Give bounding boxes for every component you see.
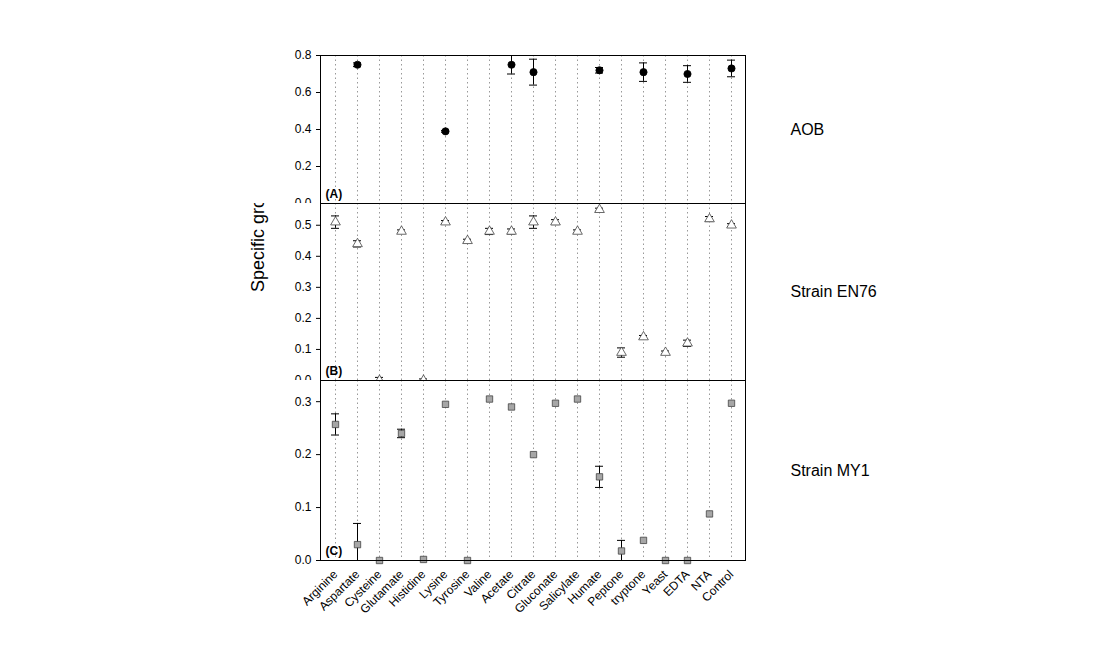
- svg-text:Aspartate: Aspartate: [316, 567, 363, 614]
- svg-text:Tyrosine: Tyrosine: [430, 567, 473, 610]
- svg-text:Strain MY1: Strain MY1: [791, 462, 870, 479]
- svg-text:Specific growth rate (d⁻¹): Specific growth rate (d⁻¹): [248, 203, 268, 292]
- svg-text:0.3: 0.3: [295, 395, 312, 409]
- svg-text:Yeast: Yeast: [639, 567, 671, 599]
- svg-text:Citrate: Citrate: [503, 567, 539, 603]
- svg-text:Arginine: Arginine: [299, 567, 341, 609]
- svg-text:0.0: 0.0: [295, 373, 312, 380]
- svg-text:Cysteine: Cysteine: [341, 567, 385, 611]
- svg-text:0.5: 0.5: [295, 218, 312, 232]
- svg-text:0.0: 0.0: [295, 196, 312, 203]
- svg-text:Valine: Valine: [461, 567, 495, 601]
- svg-text:Strain EN76: Strain EN76: [791, 283, 877, 300]
- svg-text:Salicylate: Salicylate: [536, 567, 583, 614]
- svg-text:(B): (B): [326, 364, 343, 378]
- svg-text:Gluconate: Gluconate: [511, 567, 561, 616]
- svg-text:Control: Control: [699, 567, 736, 604]
- svg-text:0.2: 0.2: [295, 447, 312, 461]
- svg-text:AOB: AOB: [791, 121, 825, 138]
- svg-text:0.0: 0.0: [295, 553, 312, 567]
- svg-text:Humate: Humate: [564, 567, 605, 607]
- svg-text:Acetate: Acetate: [477, 567, 517, 606]
- svg-text:(C): (C): [326, 544, 343, 558]
- svg-text:Glutamate: Glutamate: [357, 567, 407, 617]
- svg-text:0.4: 0.4: [295, 249, 312, 263]
- svg-text:0.1: 0.1: [295, 500, 312, 514]
- svg-text:Lysine: Lysine: [416, 567, 451, 602]
- svg-text:0.3: 0.3: [295, 280, 312, 294]
- svg-text:NTA: NTA: [688, 567, 715, 594]
- svg-text:0.6: 0.6: [295, 85, 312, 99]
- svg-text:Histidine: Histidine: [385, 567, 429, 610]
- svg-text:0.1: 0.1: [295, 342, 312, 356]
- svg-text:0.4: 0.4: [295, 122, 312, 136]
- svg-text:0.8: 0.8: [295, 48, 312, 62]
- svg-text:0.2: 0.2: [295, 159, 312, 173]
- svg-text:0.2: 0.2: [295, 311, 312, 325]
- svg-text:Peptone: Peptone: [584, 567, 627, 609]
- svg-text:tryptone: tryptone: [607, 567, 649, 608]
- svg-text:(A): (A): [326, 187, 343, 201]
- svg-text:EDTA: EDTA: [660, 567, 693, 600]
